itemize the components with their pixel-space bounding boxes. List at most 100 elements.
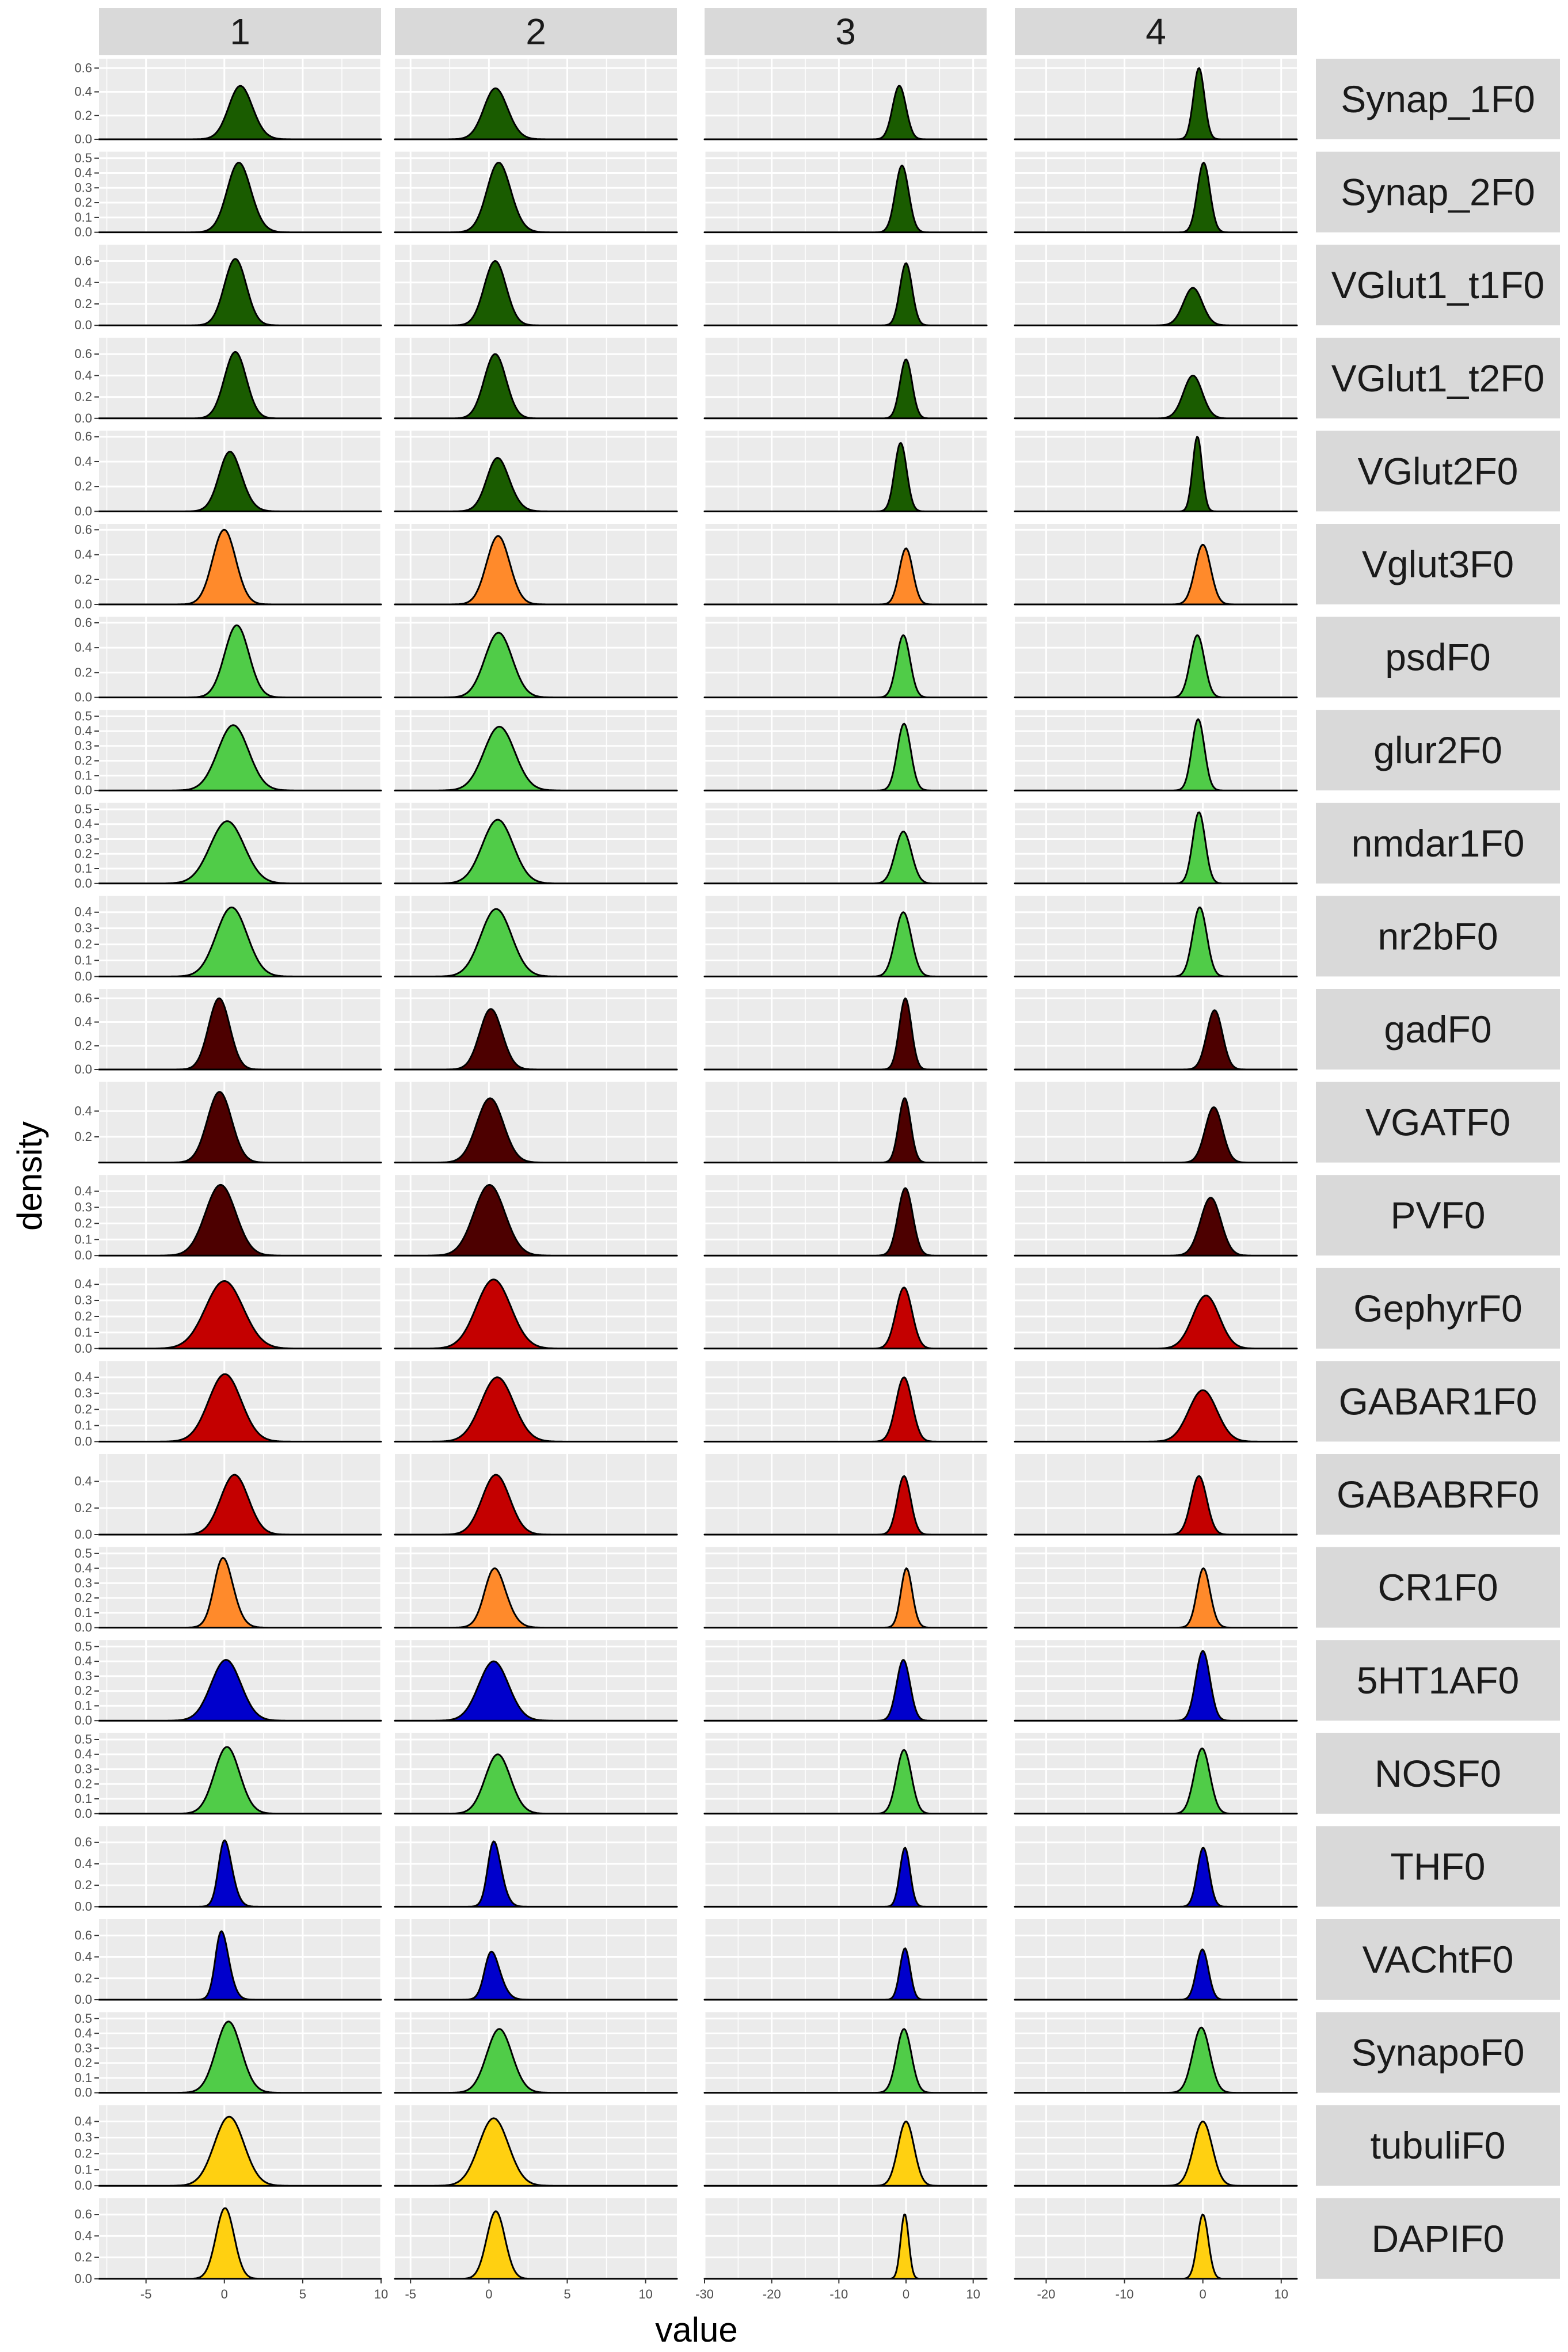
y-tick-label: 0.0: [74, 1248, 92, 1262]
density-area-5HT1AF0-1: [98, 1659, 382, 1722]
panel-GephyrF0-3: [703, 1268, 988, 1350]
row-label-NOSF0: NOSF0: [1375, 1752, 1501, 1795]
panel-background: [395, 896, 677, 977]
density-area-VGATF0-3: [703, 1097, 988, 1164]
y-axis-tubuliF0: 0.0 0.1 0.2 0.30.4: [74, 2114, 99, 2193]
y-tick-label: 0.4: [74, 1015, 92, 1029]
panel-VAChtF0-2: [394, 1919, 678, 2001]
panel-background: [1015, 245, 1297, 326]
row-strip-VAChtF0: [1316, 1919, 1560, 2000]
panel-Synap_2F0-1: [98, 151, 382, 234]
panel-GABAR1F0-4: [1014, 1361, 1298, 1443]
y-tick-label: 0.4: [74, 817, 92, 831]
y-tick-label: 0.6: [74, 2207, 92, 2221]
y-axis-gadF0: 0.0 0.2 0.4 0.6: [74, 991, 99, 1076]
y-tick-label: 0.4: [74, 454, 92, 469]
x-tick-label: -10: [1116, 2287, 1134, 2301]
x-tick-label: 0: [903, 2287, 909, 2301]
y-tick-label: 0.2: [74, 1684, 92, 1698]
density-area-VGATF0-1: [98, 1091, 382, 1164]
panel-background: [395, 616, 677, 698]
panel-background: [1015, 2012, 1297, 2093]
panel-GABABRF0-1: [98, 1454, 382, 1536]
panel-Synap_1F0-4: [1014, 59, 1298, 140]
density-area-VGlut2F0-3: [703, 442, 988, 512]
panel-background: [705, 710, 987, 791]
y-tick-label: 0.0: [74, 690, 92, 705]
y-tick-label: 0.4: [74, 1950, 92, 1964]
y-tick-label: 0.4: [74, 547, 92, 562]
density-area-5HT1AF0-2: [394, 1660, 678, 1722]
density-area-PVF0-1: [98, 1183, 382, 1257]
panel-VGlut2F0-3: [703, 431, 988, 512]
y-tick-label: 0.6: [74, 991, 92, 1005]
panel-background: [705, 1919, 987, 2000]
y-tick-label: 0.2: [74, 1590, 92, 1605]
panel-background: [395, 1454, 677, 1535]
row-label-nr2bF0: nr2bF0: [1377, 915, 1498, 957]
panel-glur2F0-3: [703, 710, 988, 791]
density-area-VGATF0-2: [394, 1097, 678, 1164]
density-area-psdF0-4: [1014, 634, 1298, 699]
panel-background: [705, 1268, 987, 1349]
y-tick-label: 0.2: [74, 753, 92, 768]
panel-background: [705, 245, 987, 326]
density-area-CR1F0-3: [703, 1567, 988, 1629]
row-strip-PVF0: [1316, 1175, 1560, 1256]
panel-VGlut1_t2F0-4: [1014, 337, 1298, 420]
density-area-psdF0-1: [98, 624, 382, 699]
y-tick-label: 0.4: [74, 1370, 92, 1384]
panel-THF0-3: [703, 1826, 988, 1908]
panel-background: [705, 151, 987, 233]
row-label-GABABRF0: GABABRF0: [1337, 1473, 1539, 1516]
panel-background: [705, 1454, 987, 1535]
panel-tubuliF0-4: [1014, 2105, 1298, 2187]
y-tick-label: 0.4: [74, 166, 92, 180]
density-area-VAChtF0-2: [394, 1950, 678, 2001]
density-area-VGlut2F0-4: [1014, 436, 1298, 512]
panel-SynapoF0-1: [98, 2012, 382, 2094]
panel-Vglut3F0-2: [394, 524, 678, 606]
y-tick-label: 0.2: [74, 108, 92, 123]
panel-Synap_2F0-3: [703, 151, 988, 234]
y-tick-label: 0.3: [74, 1761, 92, 1776]
density-area-THF0-4: [1014, 1847, 1298, 1908]
density-area-GABAR1F0-2: [394, 1376, 678, 1443]
density-area-DAPIF0-3: [703, 2213, 988, 2280]
y-axis-CR1F0: 0.00.10.20.30.40.5: [74, 1546, 99, 1635]
density-area-SynapoF0-3: [703, 2028, 988, 2094]
y-tick-label: 0.0: [74, 969, 92, 983]
panel-GABAR1F0-1: [98, 1361, 382, 1443]
density-area-DAPIF0-4: [1014, 2213, 1298, 2280]
y-tick-label: 0.6: [74, 60, 92, 75]
y-tick-label: 0.3: [74, 1575, 92, 1590]
panel-background: [705, 616, 987, 698]
density-area-CR1F0-2: [394, 1567, 678, 1629]
row-label-Synap_2F0: Synap_2F0: [1341, 171, 1535, 214]
panel-background: [395, 1175, 677, 1256]
panel-DAPIF0-1: [98, 2198, 382, 2280]
density-area-Vglut3F0-2: [394, 535, 678, 606]
density-area-GABABRF0-3: [703, 1475, 988, 1536]
y-tick-label: 0.6: [74, 1928, 92, 1942]
density-area-SynapoF0-1: [98, 2020, 382, 2094]
y-tick-label: 0.2: [74, 2056, 92, 2070]
density-area-5HT1AF0-3: [703, 1659, 988, 1722]
row-strip-THF0: [1316, 1826, 1560, 1907]
panel-background: [395, 337, 677, 418]
density-area-THF0-2: [394, 1840, 678, 1908]
panel-glur2F0-2: [394, 710, 678, 791]
panel-Synap_1F0-2: [394, 59, 678, 140]
panel-background: [705, 989, 987, 1070]
y-tick-label: 0.0: [74, 876, 92, 890]
panel-background: [705, 2012, 987, 2093]
density-area-nr2bF0-2: [394, 908, 678, 977]
y-axis-VGATF0: 0.2 0.4: [74, 1103, 99, 1144]
density-area-GABABRF0-4: [1014, 1475, 1298, 1536]
panel-VGlut1_t1F0-1: [98, 245, 382, 326]
row-label-psdF0: psdF0: [1385, 636, 1490, 679]
y-tick-label: 0.3: [74, 739, 92, 753]
density-area-VAChtF0-4: [1014, 1948, 1298, 2001]
panel-background: [705, 1826, 987, 1907]
panel-background: [1015, 1082, 1297, 1163]
